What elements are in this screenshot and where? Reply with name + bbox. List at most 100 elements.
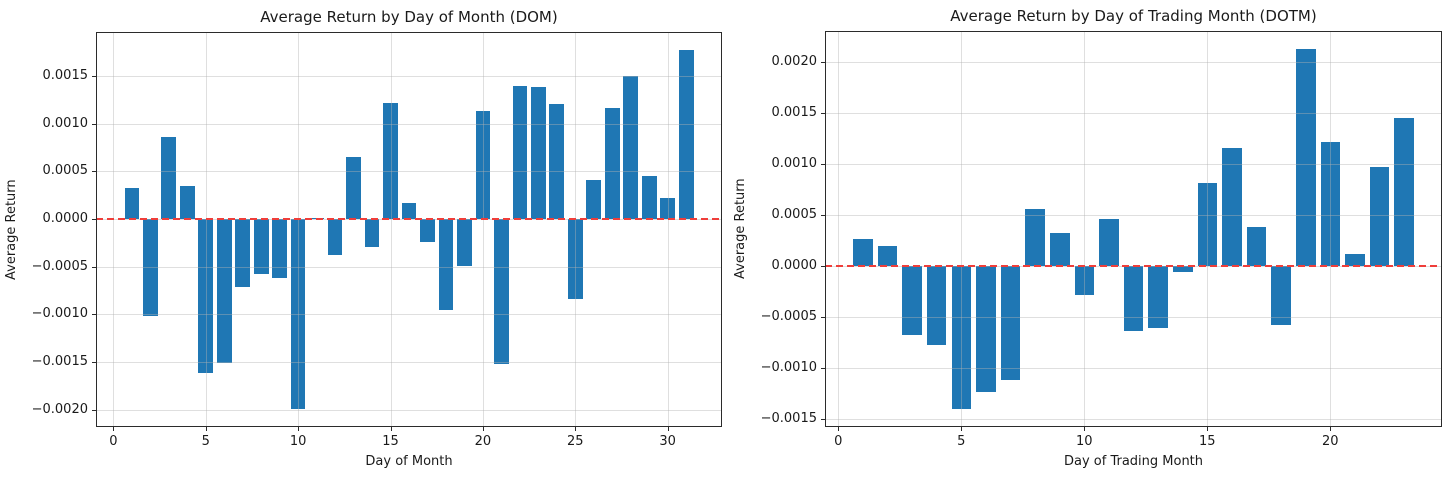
bar-day-14 [1172,265,1193,272]
bar-day-5 [951,265,972,409]
y-tick-label: 0.0000 [771,257,818,273]
bar-day-13 [1148,265,1168,328]
gridline [96,266,722,268]
y-tick-mark [821,367,825,369]
bar-day-12 [327,219,343,256]
bar-day-3 [902,265,922,336]
bar-day-12 [1123,265,1144,331]
bar-day-20 [475,111,491,219]
bar-day-8 [1025,208,1045,266]
bar-day-23 [530,87,546,219]
bar-day-29 [641,176,657,219]
y-tick-label: 0.0005 [771,206,818,222]
x-tick-mark [961,427,963,431]
bar-day-11 [309,218,324,220]
bar-day-2 [142,219,158,317]
x-tick-mark [667,427,669,431]
y-tick-label: 0.0015 [771,104,818,120]
gridline [825,112,1442,114]
gridline [1207,31,1209,427]
y-tick-label: 0.0010 [42,115,89,131]
x-tick-mark [1330,427,1332,431]
bar-day-25 [567,219,583,300]
gridline [825,367,1442,369]
gridline [96,219,722,220]
bar-day-18 [438,219,454,310]
y-tick-label: −0.0015 [31,354,88,370]
bar-day-19 [457,219,472,266]
gridline [825,214,1442,216]
bar-day-24 [549,103,565,219]
x-tick-mark [482,427,484,431]
gridline [961,31,963,427]
gridline [113,32,115,427]
y-tick-mark [92,123,96,125]
bar-day-21 [1345,253,1365,266]
zero-reference-line [825,264,1442,267]
gridline [205,32,207,427]
y-tick-mark [92,409,96,411]
x-tick-mark [390,427,392,431]
gridline [825,265,1442,267]
bar-day-9 [1049,233,1070,266]
gridline [96,362,722,364]
gridline [667,32,669,427]
y-tick-mark [821,418,825,420]
y-tick-mark [821,163,825,165]
bar-day-7 [235,219,251,287]
x-tick-label: 5 [201,434,210,449]
y-tick-label: 0.0020 [771,53,818,69]
bar-day-6 [976,265,996,393]
bar-day-5 [198,219,214,373]
zero-reference-line [96,218,722,220]
gridline [825,163,1442,165]
plot-area [825,31,1442,427]
gridline [825,418,1442,420]
y-tick-label: 0.0010 [771,155,818,171]
chart-title: Average Return by Day of Month (DOM) [260,8,558,26]
x-tick-label: 0 [834,434,843,449]
gridline [1084,31,1086,427]
gridline [575,32,577,427]
y-tick-label: 0.0000 [42,211,89,226]
x-tick-label: 30 [659,434,676,449]
x-tick-label: 25 [567,434,584,449]
y-tick-mark [92,266,96,268]
bar-day-3 [161,137,177,220]
gridline [838,31,840,427]
bar-day-4 [179,185,195,219]
bar-day-31 [678,50,694,219]
x-tick-label: 20 [474,434,492,449]
gridline [390,32,392,427]
y-tick-label: −0.0020 [31,401,88,417]
y-tick-label: 0.0015 [42,67,89,83]
bar-day-16 [401,202,417,219]
y-tick-mark [821,214,825,216]
bar-day-15 [1197,183,1218,266]
x-tick-mark [298,427,300,431]
bar-day-7 [1000,265,1021,380]
gridline [96,314,722,316]
x-tick-label: 10 [1076,434,1093,449]
bar-day-21 [494,219,509,364]
bar-day-23 [1394,117,1414,266]
y-tick-mark [821,61,825,63]
x-tick-mark [838,427,840,431]
x-tick-label: 15 [1199,434,1216,449]
bar-day-9 [272,219,288,279]
bar-day-6 [216,219,232,364]
x-axis-label: Day of Month [365,454,453,469]
bar-day-28 [623,75,639,219]
x-tick-label: 5 [957,434,966,449]
bar-day-27 [604,108,620,219]
y-tick-label: 0.0005 [42,163,89,179]
bar-day-13 [346,157,361,219]
x-tick-label: 0 [109,434,118,449]
x-tick-mark [1084,427,1086,431]
plot-area [96,32,722,427]
bar-day-18 [1271,265,1291,325]
gridline [482,32,484,427]
gridline [96,171,722,173]
